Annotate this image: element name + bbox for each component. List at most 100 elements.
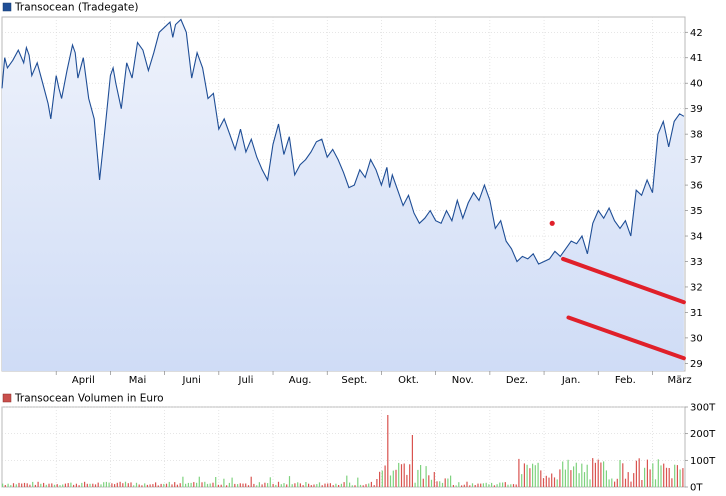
volume-bar [603,461,605,487]
volume-bar [682,468,684,487]
volume-bar [671,478,673,487]
price-x-tick-label: April [72,375,95,386]
volume-bar [335,483,337,487]
volume-plot-frame [1,406,686,488]
volume-y-tick-label: 0T [690,483,703,494]
volume-bar [324,483,326,487]
volume-bar [387,415,389,487]
volume-bar [646,459,648,487]
volume-bar [308,483,310,487]
volume-bar [641,480,643,487]
volume-bar [537,462,539,487]
volume-bar [206,483,209,487]
volume-bar [633,473,635,487]
volume-bar [534,465,536,487]
price-x-tick-label: Nov. [452,375,474,386]
volume-bar [665,467,668,487]
volume-bar [526,464,528,487]
volume-bar [542,478,545,487]
volume-bar [359,484,362,487]
volume-bar [146,484,148,487]
volume-bar [34,484,36,487]
volume-bar [654,479,657,487]
volume-bar [135,482,138,487]
volume-bar [485,482,487,487]
volume-bar [349,482,351,487]
volume-bar [589,479,591,487]
volume-bar [551,473,553,487]
volume-bar [556,479,558,487]
volume-bar [302,485,304,487]
volume-bar [267,483,269,487]
volume-bar [635,460,637,487]
price-y-tick-label: 30 [690,333,703,344]
volume-bar [310,485,312,487]
volume-bar [73,484,75,487]
volume-bar [37,481,39,487]
volume-bar [122,483,124,487]
volume-bar [480,483,482,487]
volume-bar [567,459,569,487]
price-panel: 29 30 31 32 33 34 35 36 37 38 39 40 41 42 April Mai Jun… [1,16,703,386]
volume-bar [234,483,236,487]
volume-bar [100,484,102,487]
volume-bar [185,483,187,487]
volume-bar [649,469,651,487]
volume-bar [187,482,189,487]
volume-bar [379,471,381,487]
volume-bar [564,469,566,487]
volume-legend-label: Transocean Volumen in Euro [14,393,164,405]
volume-bar [78,485,80,487]
volume-bar [18,482,20,487]
price-y-tick-label: 35 [690,206,703,217]
volume-bar [657,459,659,487]
volume-bar [575,462,577,487]
price-x-tick-label: Juni [182,375,201,386]
volume-bar [51,483,53,487]
volume-bar [62,484,64,487]
volume-bar [21,483,23,487]
volume-bar [48,483,50,487]
volume-bar [141,485,143,487]
volume-bar [332,485,334,487]
volume-bar [441,482,444,487]
volume-bar [165,483,168,487]
price-y-tick-label: 31 [690,308,703,319]
price-x-tick-label: Feb. [615,375,636,386]
volume-bar [668,468,670,487]
volume-bar [32,481,34,487]
volume-bar [247,485,250,487]
price-y-tick-label: 34 [690,232,703,243]
volume-y-tick-label: 100T [690,456,716,467]
volume-bar [116,482,118,487]
volume-bar [119,481,121,487]
volume-bar [92,483,94,487]
volume-bar [398,462,400,487]
volume-bar [103,482,105,487]
volume-bar [491,482,493,487]
price-x-tick-label: Okt. [398,375,419,386]
price-y-tick-label: 42 [690,28,703,39]
volume-bar [59,485,61,487]
volume-bar [512,484,515,487]
volume-bar [597,459,599,487]
volume-bar [215,477,217,487]
price-y-axis: 29 30 31 32 33 34 35 36 37 38 39 40 41 42 [685,28,703,370]
volume-bar [329,483,331,487]
volume-bar [133,485,135,487]
volume-bar [624,478,627,487]
volume-bar [570,470,572,487]
volume-bar [466,481,468,487]
volume-bar [428,475,430,487]
volume-bar [502,482,504,487]
volume-bar [56,484,58,487]
price-y-tick-label: 32 [690,282,703,293]
volume-bar [321,485,323,487]
volume-bar [469,485,471,487]
volume-bar [395,469,397,487]
volume-bar [676,465,678,487]
volume-bar [420,465,422,487]
volume-bar [532,463,534,487]
volume-bar [340,483,342,487]
volume-bar [515,484,517,487]
